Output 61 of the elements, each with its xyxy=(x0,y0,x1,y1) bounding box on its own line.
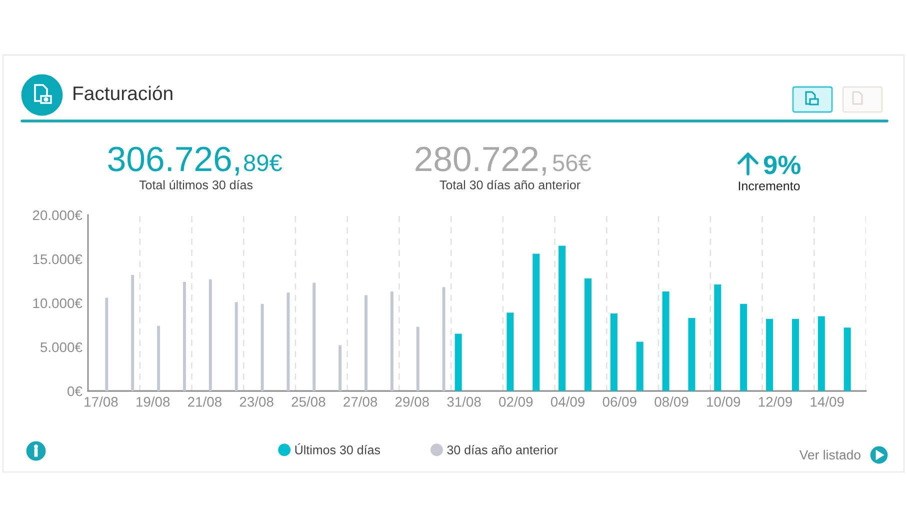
x-tick-label: 19/08 xyxy=(136,396,170,407)
x-tick-label: 17/08 xyxy=(84,396,118,407)
bar xyxy=(260,304,264,391)
bar xyxy=(338,345,342,391)
bar xyxy=(105,298,108,391)
x-tick-label: 06/09 xyxy=(602,396,636,407)
x-tick-label: 14/09 xyxy=(810,396,844,407)
text: 56€ xyxy=(552,154,592,172)
chart-title: Facturación xyxy=(74,86,172,100)
bar xyxy=(416,326,420,391)
bar xyxy=(286,292,290,391)
bar xyxy=(610,314,618,391)
y-tick-label: 15.000€ xyxy=(33,254,82,264)
x-tick-label: 21/08 xyxy=(188,396,222,407)
bar xyxy=(688,318,696,391)
text: 280.722, xyxy=(416,146,546,176)
bar xyxy=(364,295,368,391)
text: 306.726, xyxy=(108,146,239,176)
text: 9% xyxy=(764,156,800,174)
bar xyxy=(740,304,748,391)
bar xyxy=(584,278,592,391)
text: 89€ xyxy=(244,154,282,172)
bar xyxy=(714,284,722,391)
x-tick-label: 31/08 xyxy=(447,396,481,407)
bar xyxy=(558,246,566,391)
bar xyxy=(792,318,799,391)
legend-label: Últimos 30 días xyxy=(295,443,380,454)
y-tick-label: 20.000€ xyxy=(32,210,82,220)
text: Total últimos 30 días xyxy=(139,180,253,190)
bar xyxy=(766,318,774,391)
bar xyxy=(442,287,446,391)
text: Incremento xyxy=(738,182,800,190)
x-tick-label: 27/08 xyxy=(344,396,378,407)
bar xyxy=(390,292,394,391)
bar xyxy=(844,328,851,391)
y-tick-label: 0€ xyxy=(68,386,82,396)
bar xyxy=(662,292,670,391)
x-tick-label: 25/08 xyxy=(292,396,326,407)
bar xyxy=(131,274,134,391)
bar xyxy=(506,312,514,391)
bar xyxy=(157,326,160,391)
y-tick-label: 5.000€ xyxy=(40,342,82,352)
bar xyxy=(636,342,644,391)
x-tick-label: 29/08 xyxy=(395,396,429,407)
text: Total 30 días año anterior xyxy=(440,180,580,190)
y-tick-label: 10.000€ xyxy=(33,298,82,308)
text: Ver listado xyxy=(799,450,860,460)
bar xyxy=(208,279,212,391)
x-tick-label: 12/09 xyxy=(758,396,792,407)
bar xyxy=(182,282,186,391)
x-tick-label: 04/09 xyxy=(550,396,584,407)
x-tick-label: 02/09 xyxy=(499,396,533,407)
bar xyxy=(234,302,238,391)
bar xyxy=(454,334,462,391)
x-tick-label: 08/09 xyxy=(654,396,688,407)
x-tick-label: 10/09 xyxy=(707,396,740,407)
bar xyxy=(532,254,540,391)
x-tick-label: 23/08 xyxy=(240,396,274,407)
bar xyxy=(818,316,825,391)
legend-label: 30 días año anterior xyxy=(447,445,558,454)
bar xyxy=(312,282,316,391)
